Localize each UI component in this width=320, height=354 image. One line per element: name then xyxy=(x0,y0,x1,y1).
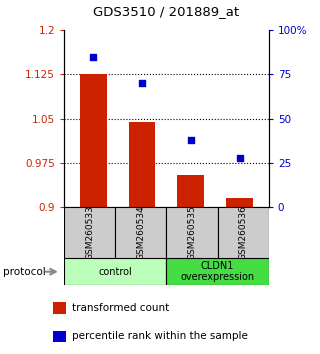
Point xyxy=(237,155,242,160)
Bar xyxy=(218,207,269,258)
Text: CLDN1
overexpression: CLDN1 overexpression xyxy=(180,261,255,282)
Bar xyxy=(115,207,166,258)
Text: protocol: protocol xyxy=(3,267,46,277)
Text: transformed count: transformed count xyxy=(72,303,169,313)
Bar xyxy=(64,207,115,258)
Text: GSM260533: GSM260533 xyxy=(85,205,94,260)
Bar xyxy=(64,258,166,285)
Point xyxy=(91,54,96,59)
Point xyxy=(140,80,145,86)
Bar xyxy=(80,74,107,207)
Bar xyxy=(226,198,253,207)
Bar xyxy=(177,175,204,207)
Bar xyxy=(53,331,66,342)
Bar xyxy=(53,302,66,314)
Bar xyxy=(166,207,218,258)
Text: percentile rank within the sample: percentile rank within the sample xyxy=(72,331,248,341)
Text: GSM260534: GSM260534 xyxy=(136,205,145,260)
Text: GSM260535: GSM260535 xyxy=(188,205,196,260)
Text: control: control xyxy=(98,267,132,277)
Bar xyxy=(166,258,269,285)
Text: GDS3510 / 201889_at: GDS3510 / 201889_at xyxy=(93,5,239,18)
Text: GSM260536: GSM260536 xyxy=(239,205,248,260)
Bar xyxy=(129,121,156,207)
Point xyxy=(188,137,193,143)
